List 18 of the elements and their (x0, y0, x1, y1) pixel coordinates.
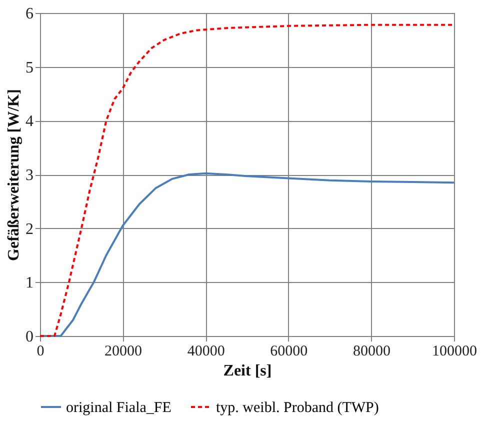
y-tick-label: 0 (26, 328, 34, 346)
y-tick-label: 3 (26, 167, 34, 184)
y-tick-label: 6 (26, 6, 34, 22)
legend-label: typ. weibl. Proband (TWP) (216, 400, 379, 416)
legend-label: original Fiala_FE (66, 400, 172, 416)
y-axis-title: Gefäßerweiterung [W/K] (6, 89, 22, 261)
line-series (39, 24, 455, 337)
x-tick-label: 80000 (352, 344, 390, 360)
x-tick-label: 40000 (187, 344, 225, 360)
y-tick-label: 1 (26, 274, 34, 292)
x-axis-title: Zeit [s] (223, 362, 272, 380)
y-tick-label: 5 (26, 59, 34, 76)
x-tick-label: 20000 (104, 344, 142, 360)
x-tick-label: 60000 (270, 344, 308, 360)
x-tick-label: 0 (36, 344, 44, 360)
x-tick-label: 100000 (432, 344, 477, 360)
y-tick-label: 2 (26, 220, 34, 238)
y-tick-label: 4 (26, 113, 34, 130)
